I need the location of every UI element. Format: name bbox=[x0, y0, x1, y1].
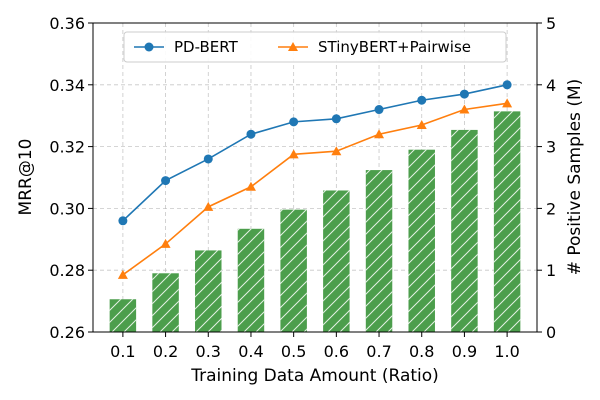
data-point bbox=[331, 114, 341, 124]
legend-box bbox=[123, 31, 507, 63]
x-tick-label: 0.7 bbox=[366, 342, 391, 361]
left-tick-label: 0.30 bbox=[49, 199, 85, 218]
bar-hatch bbox=[109, 299, 137, 332]
legend-marker bbox=[288, 42, 298, 51]
data-point bbox=[246, 129, 256, 139]
left-tick-label: 0.26 bbox=[49, 323, 85, 342]
x-tick-label: 0.5 bbox=[281, 342, 306, 361]
x-tick-label: 0.8 bbox=[409, 342, 434, 361]
plot-border bbox=[92, 22, 538, 333]
data-point bbox=[117, 269, 128, 279]
right-tick-label: 5 bbox=[546, 14, 556, 33]
left-tick-label: 0.36 bbox=[49, 14, 85, 33]
bar-hatch bbox=[408, 149, 435, 332]
bar-hatch bbox=[365, 170, 393, 332]
right-tick-label: 1 bbox=[546, 261, 556, 280]
x-tick-label: 0.2 bbox=[153, 342, 178, 361]
x-axis-label: Training Data Amount (Ratio) bbox=[190, 366, 439, 386]
data-point bbox=[417, 95, 427, 105]
data-point bbox=[203, 201, 214, 211]
right-tick-label: 3 bbox=[546, 138, 556, 157]
bar-hatch bbox=[237, 228, 265, 332]
data-point bbox=[502, 80, 512, 90]
x-axis: 0.1 0.2 0.3 0.4 0.5 0.6 0.7 0.8 0.9 1.0 bbox=[110, 332, 520, 361]
x-tick-label: 1.0 bbox=[494, 342, 519, 361]
x-tick-label: 0.9 bbox=[452, 342, 477, 361]
bar-hatch bbox=[195, 250, 222, 332]
data-point bbox=[416, 119, 427, 129]
bar-hatch bbox=[152, 273, 179, 332]
x-tick-label: 0.6 bbox=[324, 342, 349, 361]
x-tick-label: 0.4 bbox=[238, 342, 263, 361]
data-point bbox=[160, 238, 171, 248]
bar-hatch bbox=[323, 190, 350, 332]
x-tick-label: 0.1 bbox=[110, 342, 135, 361]
data-point bbox=[459, 104, 470, 114]
right-tick-label: 4 bbox=[546, 76, 556, 95]
legend: PD-BERT STinyBERT+Pairwise bbox=[123, 31, 507, 63]
bar-hatch bbox=[493, 111, 521, 333]
data-point bbox=[118, 216, 128, 226]
x-tick-label: 0.3 bbox=[196, 342, 221, 361]
right-y-axis-label: # Positive Samples (M) bbox=[565, 79, 585, 276]
series-line bbox=[122, 102, 508, 276]
left-y-axis: 0.26 0.28 0.30 0.32 0.34 0.36 bbox=[49, 14, 93, 342]
data-point bbox=[245, 181, 256, 191]
data-point bbox=[374, 129, 385, 139]
legend-label: PD-BERT bbox=[174, 38, 239, 56]
data-point bbox=[459, 89, 469, 99]
bar-series bbox=[109, 111, 521, 333]
data-point bbox=[331, 146, 342, 156]
plot-frame bbox=[92, 22, 538, 333]
data-point bbox=[289, 117, 299, 127]
data-point bbox=[203, 154, 213, 164]
data-point bbox=[288, 149, 299, 159]
left-tick-label: 0.28 bbox=[49, 261, 85, 280]
series-line bbox=[122, 84, 508, 222]
data-point bbox=[161, 176, 171, 186]
data-point bbox=[374, 105, 384, 115]
right-tick-label: 0 bbox=[546, 323, 556, 342]
data-point bbox=[502, 98, 513, 108]
legend-marker bbox=[144, 42, 154, 52]
right-y-axis: 0 1 2 3 4 5 bbox=[537, 14, 556, 342]
left-tick-label: 0.32 bbox=[49, 138, 85, 157]
right-tick-label: 2 bbox=[546, 199, 556, 218]
line-series bbox=[117, 80, 513, 279]
left-tick-label: 0.34 bbox=[49, 76, 85, 95]
legend-label: STinyBERT+Pairwise bbox=[318, 38, 471, 56]
bar-hatch bbox=[451, 129, 478, 332]
bar-hatch bbox=[280, 209, 307, 332]
left-y-axis-label: MRR@10 bbox=[16, 139, 36, 216]
